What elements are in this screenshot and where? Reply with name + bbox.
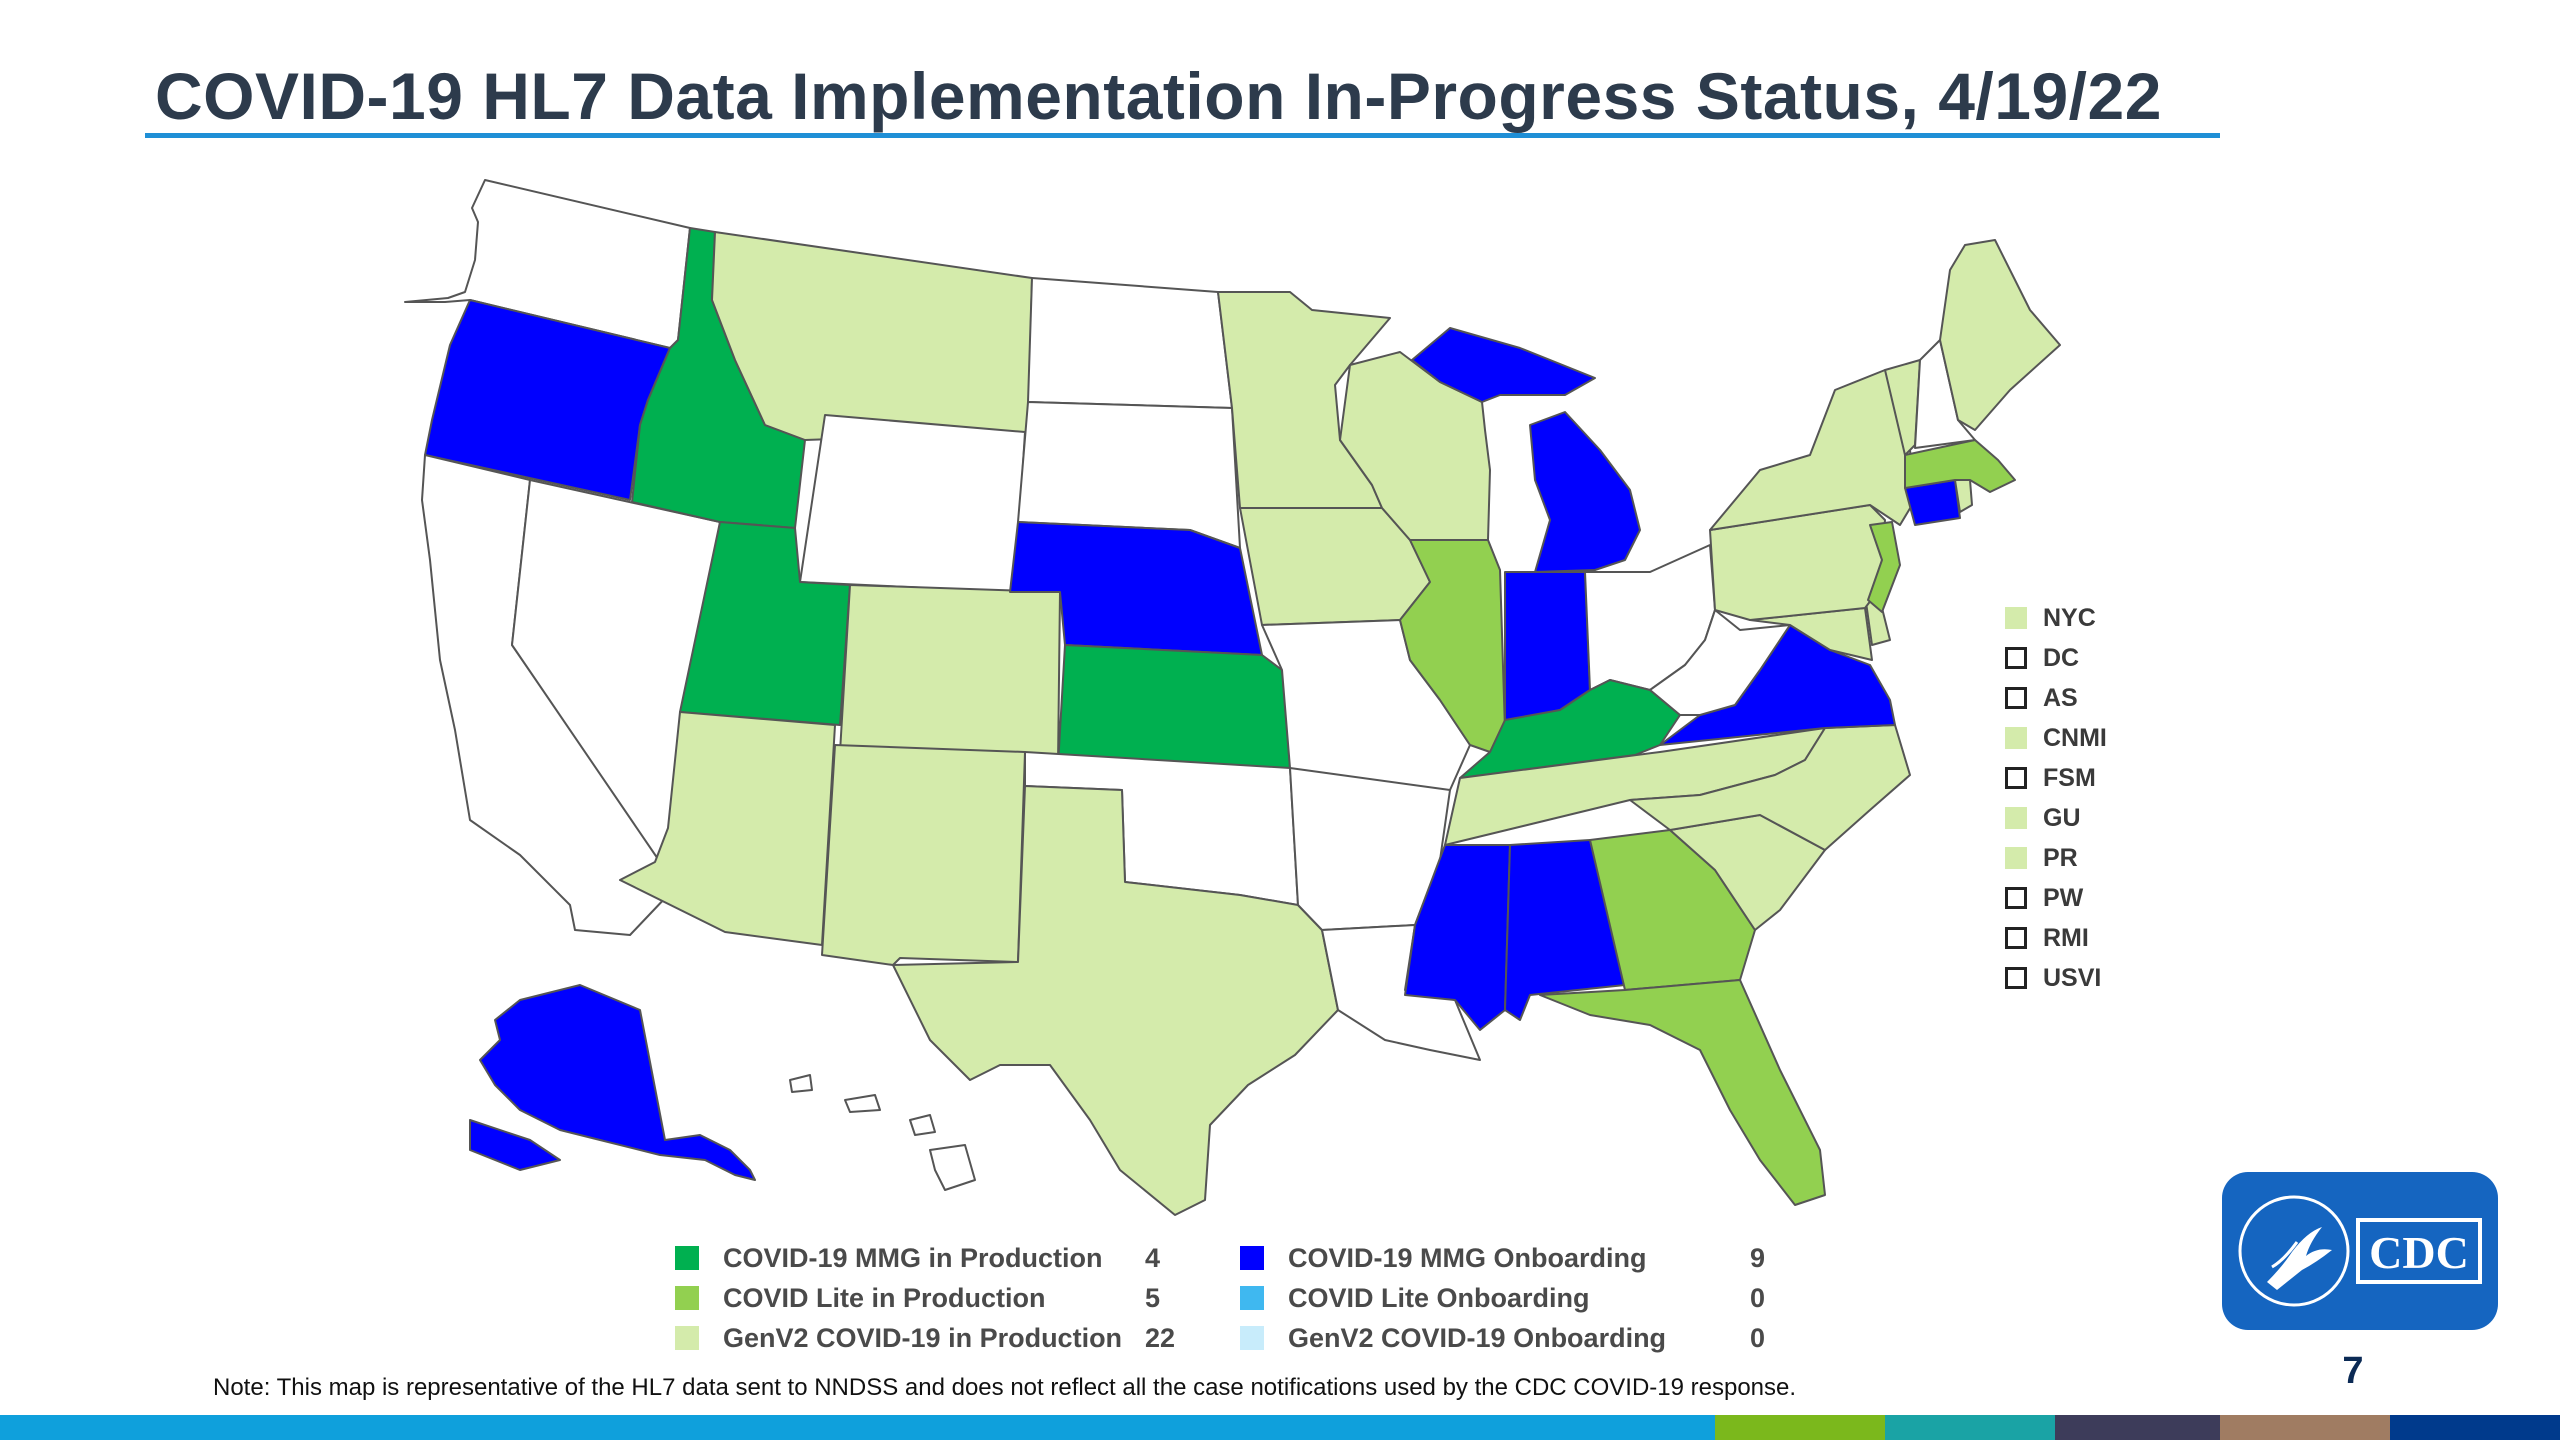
territory-item: RMI <box>2005 918 2107 958</box>
territory-swatch <box>2005 927 2027 949</box>
footer-segment <box>2390 1415 2560 1440</box>
territory-item: USVI <box>2005 958 2107 998</box>
territory-swatch <box>2005 887 2027 909</box>
legend-label: COVID Lite in Production <box>723 1282 1046 1313</box>
state-MI <box>1411 327 1641 573</box>
legend-right: COVID-19 MMG Onboarding 9 COVID Lite Onb… <box>1240 1238 1765 1358</box>
territory-label: AS <box>2043 683 2078 712</box>
state-NM <box>821 744 1026 966</box>
legend-swatch <box>675 1326 699 1350</box>
state-IL <box>1399 539 1506 753</box>
page-number: 7 <box>2342 1350 2364 1392</box>
legend-item: COVID Lite in Production 5 <box>675 1278 1160 1318</box>
footer-segment <box>1885 1415 2055 1440</box>
footer-segment <box>1715 1415 1885 1440</box>
territory-item: GU <box>2005 798 2107 838</box>
legend-item: COVID-19 MMG Onboarding 9 <box>1240 1238 1765 1278</box>
territory-label: RMI <box>2043 923 2089 952</box>
legend-label: COVID Lite Onboarding <box>1288 1282 1590 1313</box>
footer-segment <box>2055 1415 2220 1440</box>
state-AK <box>469 984 756 1181</box>
territory-swatch <box>2005 847 2027 869</box>
slide-title: COVID-19 HL7 Data Implementation In-Prog… <box>155 59 2162 133</box>
state-ME <box>1939 239 2061 431</box>
footer-segment <box>2220 1415 2390 1440</box>
territory-swatch <box>2005 767 2027 789</box>
territory-swatch <box>2005 807 2027 829</box>
state-NJ <box>1867 521 1901 613</box>
state-MN <box>1217 291 1391 509</box>
state-HI <box>789 1074 976 1191</box>
legend-count: 0 <box>1750 1282 1766 1313</box>
territory-swatch <box>2005 727 2027 749</box>
legend-label: COVID-19 MMG in Production <box>723 1242 1103 1273</box>
state-CO <box>839 584 1061 766</box>
state-FL <box>1539 979 1826 1206</box>
state-MA <box>1904 439 2016 493</box>
state-TX <box>892 785 1339 1216</box>
territory-item: PW <box>2005 878 2107 918</box>
state-NC <box>1629 724 1911 851</box>
legend-item: COVID-19 MMG in Production 4 <box>675 1238 1160 1278</box>
footer-segment <box>0 1415 1715 1440</box>
cdc-logo-text: CDC <box>2369 1227 2469 1278</box>
legend-label: GenV2 COVID-19 Onboarding <box>1288 1322 1667 1353</box>
legend-swatch <box>1240 1286 1264 1310</box>
territory-swatch <box>2005 607 2027 629</box>
legend-swatch <box>675 1246 699 1270</box>
state-NY <box>1709 369 1916 531</box>
territory-label: NYC <box>2043 603 2096 632</box>
territory-label: PR <box>2043 843 2078 872</box>
territory-swatch <box>2005 687 2027 709</box>
legend-count: 9 <box>1750 1242 1766 1273</box>
cdc-hhs-logo: CDC <box>2222 1172 2498 1330</box>
territory-item: PR <box>2005 838 2107 878</box>
legend-swatch <box>1240 1246 1264 1270</box>
territory-label: GU <box>2043 803 2081 832</box>
territory-swatch <box>2005 647 2027 669</box>
territory-list: NYC DC AS CNMI FSM GU PR PW RMI USVI <box>2005 598 2107 998</box>
footnote: Note: This map is representative of the … <box>213 1374 1797 1401</box>
legend-count: 5 <box>1145 1282 1161 1313</box>
territory-swatch <box>2005 967 2027 989</box>
legend-item: GenV2 COVID-19 Onboarding 0 <box>1240 1318 1765 1358</box>
legend-item: GenV2 COVID-19 in Production 22 <box>675 1318 1175 1358</box>
state-WV <box>1649 609 1791 716</box>
state-AZ <box>619 711 836 946</box>
legend-left: COVID-19 MMG in Production 4 COVID Lite … <box>675 1238 1175 1358</box>
territory-label: CNMI <box>2043 723 2107 752</box>
territory-item: AS <box>2005 678 2107 718</box>
legend-count: 4 <box>1145 1242 1161 1273</box>
legend-swatch <box>675 1286 699 1310</box>
territory-item: FSM <box>2005 758 2107 798</box>
territory-label: PW <box>2043 883 2084 912</box>
territory-label: DC <box>2043 643 2080 672</box>
state-ND <box>1027 277 1233 409</box>
territory-item: DC <box>2005 638 2107 678</box>
footer-color-bar <box>0 1415 2560 1440</box>
state-KS <box>1057 644 1291 769</box>
legend-label: COVID-19 MMG Onboarding <box>1288 1242 1647 1273</box>
legend-count: 0 <box>1750 1322 1766 1353</box>
state-MT <box>711 231 1033 441</box>
title-underline <box>145 133 2220 138</box>
territory-item: NYC <box>2005 598 2107 638</box>
state-NH <box>1914 339 1976 449</box>
territory-label: FSM <box>2043 763 2096 792</box>
territory-item: CNMI <box>2005 718 2107 758</box>
territory-label: USVI <box>2043 963 2102 992</box>
state-WY <box>799 414 1026 593</box>
legend-item: COVID Lite Onboarding 0 <box>1240 1278 1765 1318</box>
legend-label: GenV2 COVID-19 in Production <box>723 1322 1123 1353</box>
legend-count: 22 <box>1145 1322 1176 1353</box>
legend-swatch <box>1240 1326 1264 1350</box>
